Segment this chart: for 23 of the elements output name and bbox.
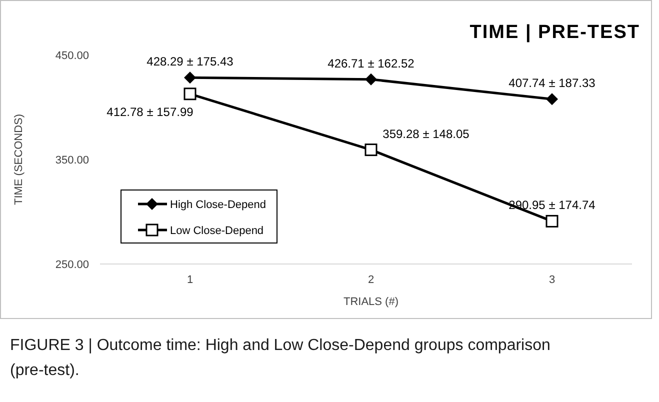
data-label: 407.74 ± 187.33 — [508, 76, 596, 90]
y-tick-label: 250.00 — [55, 259, 89, 271]
y-tick-label: 350.00 — [55, 154, 89, 166]
point — [546, 93, 558, 106]
point — [184, 88, 196, 100]
x-tick-label: 1 — [186, 274, 194, 286]
y-axis-title: TIME (SECONDS) — [13, 114, 25, 206]
x-tick-label: 2 — [368, 274, 374, 286]
point — [365, 73, 377, 86]
data-label: 359.28 ± 148.05 — [382, 126, 470, 141]
point — [184, 72, 196, 84]
x-tick-label: 3 — [548, 274, 556, 286]
chart-title: TIME | PRE-TEST — [470, 22, 640, 43]
legend-label: Low Close-Depend — [170, 225, 264, 237]
data-label: 428.29 ± 175.43 — [146, 54, 234, 69]
x-axis-title: TRIALS (#) — [343, 296, 399, 308]
point — [546, 214, 558, 228]
legend-label: High Close-Depend — [170, 199, 266, 211]
caption: FIGURE 3 | Outcome time: High and Low Close-Depend groups comparison (pre-test). — [10, 337, 550, 379]
data-label: 426.71 ± 162.52 — [328, 56, 415, 70]
y-tick-label: 450.00 — [55, 50, 89, 62]
point — [364, 144, 378, 156]
data-label: 412.78 ± 157.99 — [106, 104, 194, 119]
